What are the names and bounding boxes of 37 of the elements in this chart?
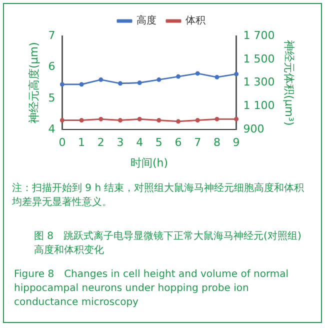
legend-label: 体积: [186, 14, 206, 27]
caption: Figure 8 Changes in cell height and volume of normal hippocampal neurons under hopping probe ion conductance microscopy: [14, 268, 290, 310]
x-tick-label: 7: [194, 136, 202, 150]
legend-label: 高度: [136, 14, 156, 27]
x-tick-label: 2: [97, 136, 104, 150]
y2-tick-label: 900: [243, 122, 264, 136]
y2-tick-label: 1 500: [243, 52, 275, 66]
x-tick-label: 3: [116, 136, 124, 150]
point: [98, 77, 104, 82]
caption: 图 8 跳跃式离子电导显微镜下正常大鼠海马神经元(对照组)高度和体积变化: [34, 230, 302, 258]
point: [195, 71, 200, 76]
x-tick-label: 9: [232, 136, 240, 150]
point: [176, 74, 181, 79]
y2-tick-label: 1 100: [243, 99, 275, 112]
x-tick-label: 6: [174, 136, 182, 150]
point: [118, 81, 122, 86]
x-tick-label: 0: [58, 136, 66, 150]
y-tick-label: 4: [48, 122, 56, 136]
point: [156, 77, 162, 82]
x-tick-label: 5: [155, 136, 162, 150]
point: [214, 74, 220, 80]
y2-tick-label: 1 300: [243, 76, 275, 89]
x-tick-label: 4: [136, 136, 144, 150]
y-tick-label: 6: [48, 60, 56, 74]
text: 注：扫描开始到 9 h 结束，对照组大鼠海马神经元细胞高度和体积均差异无显著性意义。: [12, 182, 306, 210]
y-axis-title: 神经元高度(μm): [27, 42, 40, 124]
point: [234, 72, 239, 76]
x-axis-title: 时间(h): [130, 156, 168, 170]
x-tick-label: 8: [213, 136, 220, 150]
y2-axis-title: 神经元体积(μm³): [282, 40, 296, 126]
y-tick-label: 5: [48, 91, 56, 104]
point: [137, 80, 142, 86]
y2-tick-label: 1 700: [243, 28, 275, 42]
point: [79, 82, 84, 87]
y-tick-label: 7: [48, 28, 56, 42]
point: [60, 82, 64, 87]
x-tick-label: 1: [78, 136, 86, 150]
